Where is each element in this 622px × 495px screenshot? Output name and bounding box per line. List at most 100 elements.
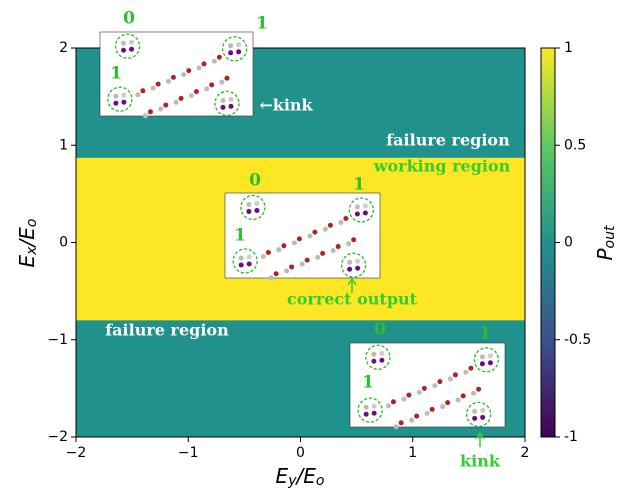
atom [355, 205, 360, 210]
x-tick-label: 1 [408, 445, 417, 461]
atom [346, 241, 351, 246]
atom [174, 100, 179, 105]
atom [158, 107, 163, 112]
annotation: ←kink [259, 96, 313, 115]
atom [261, 254, 266, 259]
atom [194, 89, 199, 94]
atom [379, 351, 384, 356]
atom [347, 267, 352, 272]
inset-label: 1 [479, 324, 491, 344]
label-part: E [15, 254, 39, 267]
atom [292, 240, 297, 245]
atom [480, 415, 485, 420]
atom [363, 211, 368, 216]
atom [269, 275, 274, 280]
atom [480, 408, 485, 413]
atom [448, 376, 453, 381]
y-tick-label: −1 [47, 332, 68, 348]
atom [391, 399, 396, 404]
atom [331, 248, 336, 253]
atom [364, 412, 369, 417]
inset-label: 1 [353, 175, 365, 195]
y-tick-label: −2 [47, 429, 68, 445]
atom [247, 262, 252, 267]
y-tick-label: 0 [59, 235, 68, 251]
region-label: working region [373, 157, 511, 176]
atom [364, 405, 369, 410]
inset-label: 1 [234, 226, 246, 246]
atom [323, 227, 328, 232]
inset-label: 0 [374, 320, 386, 340]
atom [468, 366, 473, 371]
atom [300, 262, 305, 267]
atom [372, 404, 377, 409]
atom [236, 49, 241, 54]
atom [307, 234, 312, 239]
atom [476, 387, 481, 392]
atom [181, 72, 186, 77]
atom [276, 247, 281, 252]
atom [220, 98, 225, 103]
atom [274, 271, 279, 276]
colorbar-tick-label: -1 [564, 429, 578, 445]
x-tick-label: 2 [521, 445, 530, 461]
atom [246, 202, 251, 207]
atom [228, 104, 233, 109]
atom [409, 418, 414, 423]
atom [129, 47, 134, 52]
atom [121, 48, 126, 53]
label-part: /E [15, 227, 39, 249]
atom [171, 75, 176, 80]
atom [355, 259, 360, 264]
atom [179, 96, 184, 101]
atom [338, 220, 343, 225]
atom [220, 105, 225, 110]
atom [228, 43, 233, 48]
atom [121, 41, 126, 46]
colorbar-tick-label: 1 [564, 40, 573, 56]
label-part: E [276, 464, 289, 488]
atom [284, 268, 289, 273]
atom [217, 55, 222, 60]
atom [189, 93, 194, 98]
inset-label: 1 [110, 64, 122, 84]
atom [371, 352, 376, 357]
atom [351, 237, 356, 242]
atom [414, 414, 419, 419]
atom [209, 82, 214, 87]
atom [453, 372, 458, 377]
annotation: kink [460, 452, 501, 471]
chart: failure regionworking regionfailure regi… [0, 0, 622, 495]
atom [204, 86, 209, 91]
atom [440, 404, 445, 409]
atom [121, 93, 126, 98]
x-tick-label: −2 [66, 445, 87, 461]
atom [129, 40, 134, 45]
atom [347, 260, 352, 265]
atom [445, 400, 450, 405]
atom [254, 208, 259, 213]
atom [372, 411, 377, 416]
atom [143, 113, 148, 118]
atom [247, 255, 252, 260]
atom [371, 359, 376, 364]
atom [355, 212, 360, 217]
atom [394, 424, 399, 429]
atom [281, 243, 286, 248]
atom [246, 209, 251, 214]
atom [228, 97, 233, 102]
atom [186, 68, 191, 73]
atom [202, 61, 207, 66]
atom [135, 92, 140, 97]
atom [239, 263, 244, 268]
atom [266, 250, 271, 255]
atom [113, 94, 118, 99]
atom [163, 103, 168, 108]
atom [212, 59, 217, 64]
atom [430, 407, 435, 412]
y-tick-label: 1 [59, 137, 68, 153]
atom [488, 353, 493, 358]
label-subscript: o [316, 473, 325, 489]
atom [197, 65, 202, 70]
atom [488, 360, 493, 365]
